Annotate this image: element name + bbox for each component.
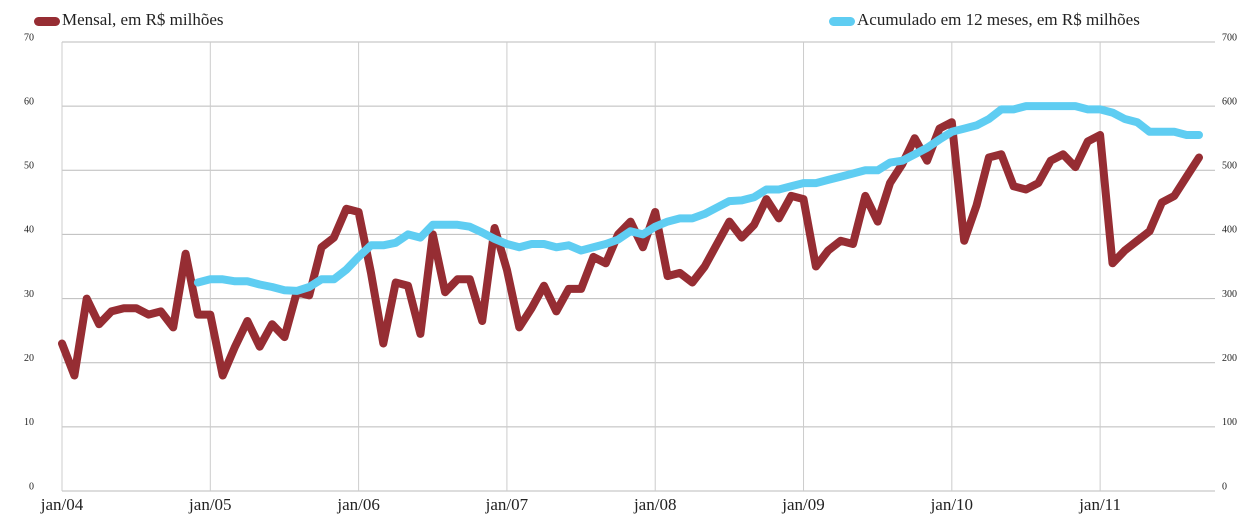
y2-tick-label: 700 (1222, 32, 1237, 43)
y-tick-label: 50 (24, 161, 34, 172)
series-line (58, 118, 1203, 380)
series-line (193, 102, 1203, 295)
y-tick-label: 40 (24, 225, 34, 236)
legend-label: Mensal, em R$ milhões (62, 10, 223, 29)
y-tick-label: 60 (24, 96, 34, 107)
y2-tick-label: 0 (1222, 481, 1227, 492)
y-tick-label: 30 (24, 289, 34, 300)
x-tick-label: jan/04 (40, 495, 84, 514)
y2-tick-label: 300 (1222, 289, 1237, 300)
x-tick-label: jan/11 (1078, 495, 1121, 514)
y2-tick-label: 400 (1222, 225, 1237, 236)
x-tick-label: jan/07 (485, 495, 529, 514)
y2-tick-label: 200 (1222, 353, 1237, 364)
y-tick-label: 20 (24, 353, 34, 364)
x-tick-label: jan/08 (633, 495, 677, 514)
y2-tick-label: 100 (1222, 417, 1237, 428)
x-tick-label: jan/09 (781, 495, 825, 514)
x-tick-label: jan/10 (930, 495, 974, 514)
y-tick-label: 70 (24, 32, 34, 43)
legend-swatch (34, 17, 60, 26)
legend-swatch (829, 17, 855, 26)
y-tick-label: 10 (24, 417, 34, 428)
y2-tick-label: 600 (1222, 96, 1237, 107)
legend-label: Acumulado em 12 meses, em R$ milhões (857, 10, 1140, 29)
y2-tick-label: 500 (1222, 161, 1237, 172)
x-tick-label: jan/05 (188, 495, 232, 514)
x-tick-label: jan/06 (336, 495, 380, 514)
y-tick-label: 0 (29, 481, 34, 492)
